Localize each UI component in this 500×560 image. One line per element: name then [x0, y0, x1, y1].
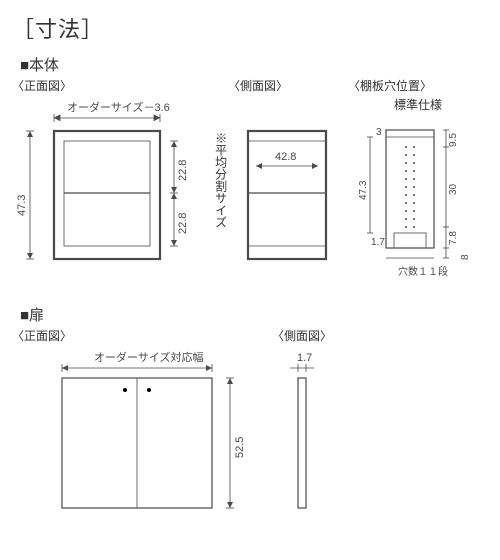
door-front-caption: 〈正面図〉: [12, 327, 272, 344]
svg-text:3: 3: [376, 127, 382, 138]
body-holes: 〈棚板穴位置〉 標準仕様 3: [348, 77, 488, 300]
door-section-label: ■扉: [20, 304, 488, 325]
body-row: 〈正面図〉 オーダーサイズ－3.6 47.3: [12, 77, 488, 300]
body-side-caption: 〈側面図〉: [228, 77, 348, 94]
body-front-caption: 〈正面図〉: [12, 77, 212, 94]
svg-text:9.5: 9.5: [448, 133, 459, 147]
door-front: 〈正面図〉 オーダーサイズ対応幅 52.5: [12, 327, 272, 536]
body-side-svg: 42.8: [228, 96, 348, 296]
holes-spec: 標準仕様: [348, 96, 488, 113]
door-thickness: 1.7: [297, 352, 312, 364]
svg-text:47.3: 47.3: [358, 180, 369, 200]
door-side-svg: 1.7: [272, 346, 372, 536]
svg-text:7.8: 7.8: [448, 231, 459, 245]
holes-caption: 〈棚板穴位置〉: [348, 77, 488, 94]
svg-text:8: 8: [460, 254, 471, 260]
body-holes-svg: 3 47.3 1.7 9.5 30 7.8 8 穴数１１段: [348, 115, 488, 300]
avg-note: ※平均分割サイズ: [212, 77, 228, 228]
hole-dots: [405, 146, 415, 228]
door-side: 〈側面図〉 1.7: [272, 327, 372, 536]
width-label: オーダーサイズ－3.6: [67, 100, 170, 114]
body-section-label: ■本体: [20, 54, 488, 75]
body-front-svg: オーダーサイズ－3.6 47.3: [12, 96, 212, 296]
svg-text:30: 30: [448, 183, 459, 195]
page-title: ［寸法］: [12, 12, 488, 44]
side-width: 42.8: [275, 151, 296, 163]
door-front-svg: オーダーサイズ対応幅 52.5: [12, 346, 272, 536]
door-height: 52.5: [234, 437, 246, 458]
shelf-top-dim: 22.8: [177, 160, 189, 181]
door-side-caption: 〈側面図〉: [272, 327, 372, 344]
door-width-label: オーダーサイズ対応幅: [94, 350, 203, 364]
body-side: 〈側面図〉 42.8: [228, 77, 348, 296]
shelf-bot-dim: 22.8: [177, 213, 189, 234]
height-dim: 47.3: [16, 195, 28, 216]
body-front: 〈正面図〉 オーダーサイズ－3.6 47.3: [12, 77, 212, 296]
svg-text:1.7: 1.7: [371, 237, 385, 248]
door-row: 〈正面図〉 オーダーサイズ対応幅 52.5 〈側面図〉 1.7: [12, 327, 488, 536]
hole-count: 穴数１１段: [398, 265, 448, 278]
